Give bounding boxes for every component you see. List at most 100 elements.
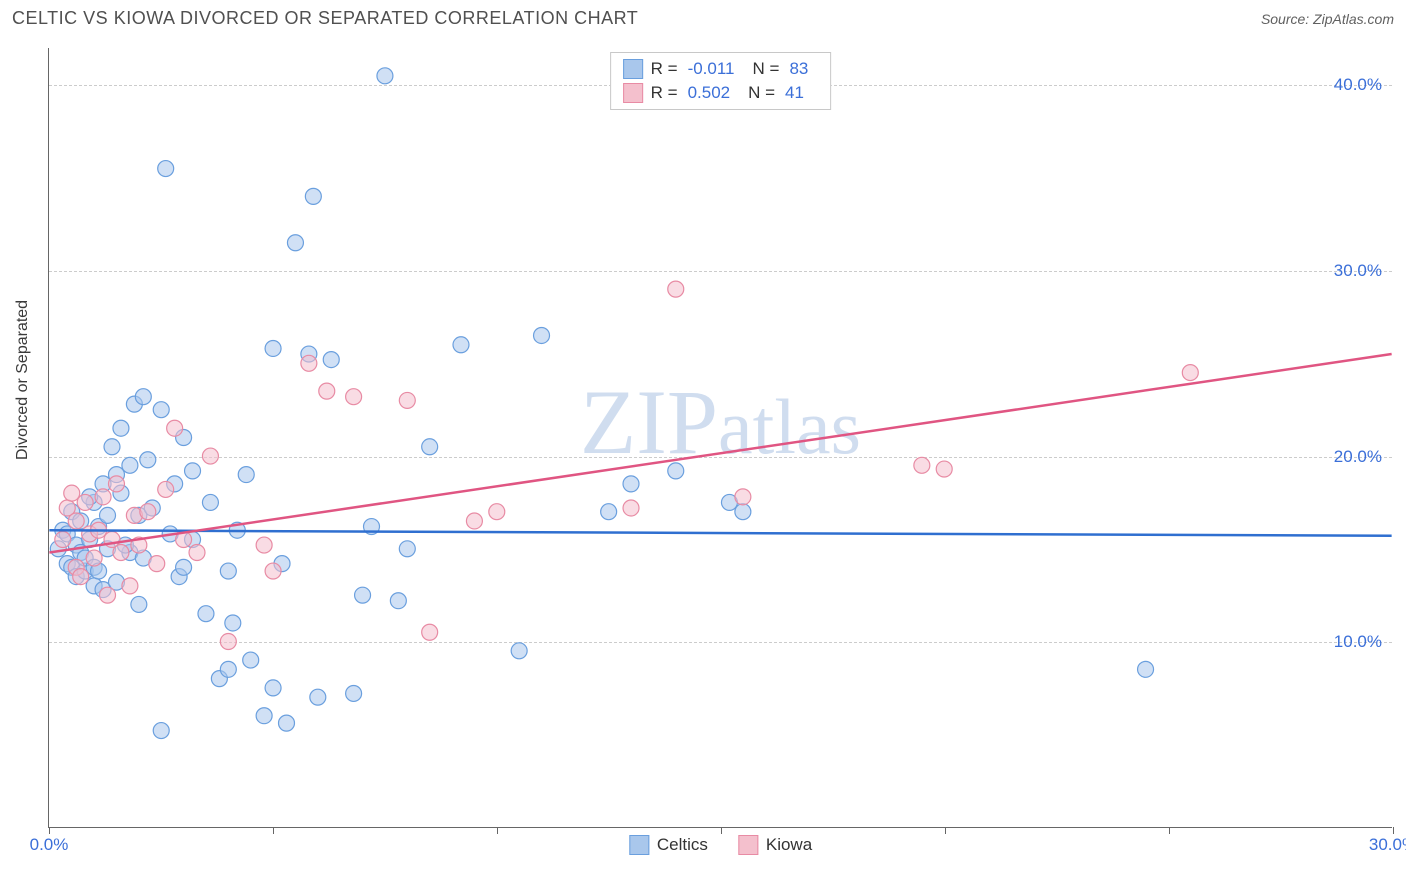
scatter-point (914, 457, 930, 473)
scatter-point (68, 513, 84, 529)
scatter-point (113, 420, 129, 436)
legend-row-celtics: R = -0.011 N = 83 (623, 57, 819, 81)
scatter-point (243, 652, 259, 668)
legend-bottom: Celtics Kiowa (629, 835, 812, 855)
scatter-point (220, 661, 236, 677)
scatter-point (511, 643, 527, 659)
legend-bottom-celtics: Celtics (629, 835, 708, 855)
scatter-point (198, 606, 214, 622)
legend-bottom-kiowa: Kiowa (738, 835, 812, 855)
x-tick-mark (49, 827, 50, 834)
scatter-point (390, 593, 406, 609)
scatter-point (735, 489, 751, 505)
scatter-point (466, 513, 482, 529)
legend-bottom-celtics-label: Celtics (657, 835, 708, 855)
chart-header: CELTIC VS KIOWA DIVORCED OR SEPARATED CO… (0, 0, 1406, 33)
swatch-celtics-icon (629, 835, 649, 855)
x-tick-mark (497, 827, 498, 834)
x-tick-mark (721, 827, 722, 834)
y-axis-label: Divorced or Separated (14, 300, 32, 460)
scatter-point (623, 500, 639, 516)
scatter-point (265, 680, 281, 696)
scatter-point (422, 624, 438, 640)
legend-correlation: R = -0.011 N = 83 R = 0.502 N = 41 (610, 52, 832, 110)
x-tick-mark (945, 827, 946, 834)
swatch-kiowa-icon (738, 835, 758, 855)
chart-source: Source: ZipAtlas.com (1261, 11, 1394, 27)
x-tick-mark (1393, 827, 1394, 834)
legend-r-celtics: -0.011 (688, 59, 735, 79)
scatter-point (225, 615, 241, 631)
scatter-point (238, 467, 254, 483)
legend-n-celtics: 83 (789, 59, 808, 79)
scatter-point (355, 587, 371, 603)
scatter-point (220, 634, 236, 650)
scatter-point (668, 463, 684, 479)
x-tick-label: 0.0% (30, 835, 69, 855)
scatter-point (305, 188, 321, 204)
scatter-point (256, 537, 272, 553)
regression-line (49, 530, 1391, 536)
scatter-point (73, 569, 89, 585)
scatter-point (265, 563, 281, 579)
scatter-point (202, 494, 218, 510)
scatter-point (64, 485, 80, 501)
scatter-point (256, 708, 272, 724)
scatter-point (601, 504, 617, 520)
x-tick-mark (273, 827, 274, 834)
scatter-point (936, 461, 952, 477)
scatter-point (122, 578, 138, 594)
scatter-point (623, 476, 639, 492)
scatter-point (310, 689, 326, 705)
scatter-point (104, 439, 120, 455)
scatter-point (346, 389, 362, 405)
scatter-point (399, 392, 415, 408)
scatter-point (287, 235, 303, 251)
scatter-point (108, 476, 124, 492)
legend-r-label: R = (651, 59, 678, 79)
scatter-point (422, 439, 438, 455)
scatter-point (113, 545, 129, 561)
x-tick-label: 30.0% (1369, 835, 1406, 855)
scatter-point (301, 355, 317, 371)
scatter-point (153, 402, 169, 418)
legend-n-label: N = (753, 59, 780, 79)
scatter-point (153, 723, 169, 739)
scatter-point (135, 389, 151, 405)
scatter-svg (49, 48, 1392, 827)
x-tick-mark (1169, 827, 1170, 834)
scatter-point (265, 340, 281, 356)
scatter-point (735, 504, 751, 520)
scatter-point (95, 489, 111, 505)
scatter-point (158, 161, 174, 177)
scatter-point (122, 457, 138, 473)
scatter-point (185, 463, 201, 479)
scatter-point (323, 352, 339, 368)
scatter-point (346, 685, 362, 701)
scatter-point (534, 327, 550, 343)
legend-bottom-kiowa-label: Kiowa (766, 835, 812, 855)
scatter-point (167, 420, 183, 436)
scatter-point (100, 587, 116, 603)
scatter-point (220, 563, 236, 579)
swatch-kiowa (623, 83, 643, 103)
scatter-point (279, 715, 295, 731)
scatter-point (453, 337, 469, 353)
scatter-point (1138, 661, 1154, 677)
scatter-point (176, 559, 192, 575)
scatter-point (377, 68, 393, 84)
swatch-celtics (623, 59, 643, 79)
scatter-point (100, 507, 116, 523)
scatter-point (140, 452, 156, 468)
regression-line (49, 354, 1391, 552)
scatter-point (86, 550, 102, 566)
legend-r-label: R = (651, 83, 678, 103)
scatter-point (55, 532, 71, 548)
scatter-point (202, 448, 218, 464)
scatter-point (77, 494, 93, 510)
chart-plot-area: ZIPatlas R = -0.011 N = 83 R = 0.502 N =… (48, 48, 1392, 828)
legend-row-kiowa: R = 0.502 N = 41 (623, 81, 819, 105)
scatter-point (158, 481, 174, 497)
scatter-point (149, 556, 165, 572)
scatter-point (489, 504, 505, 520)
